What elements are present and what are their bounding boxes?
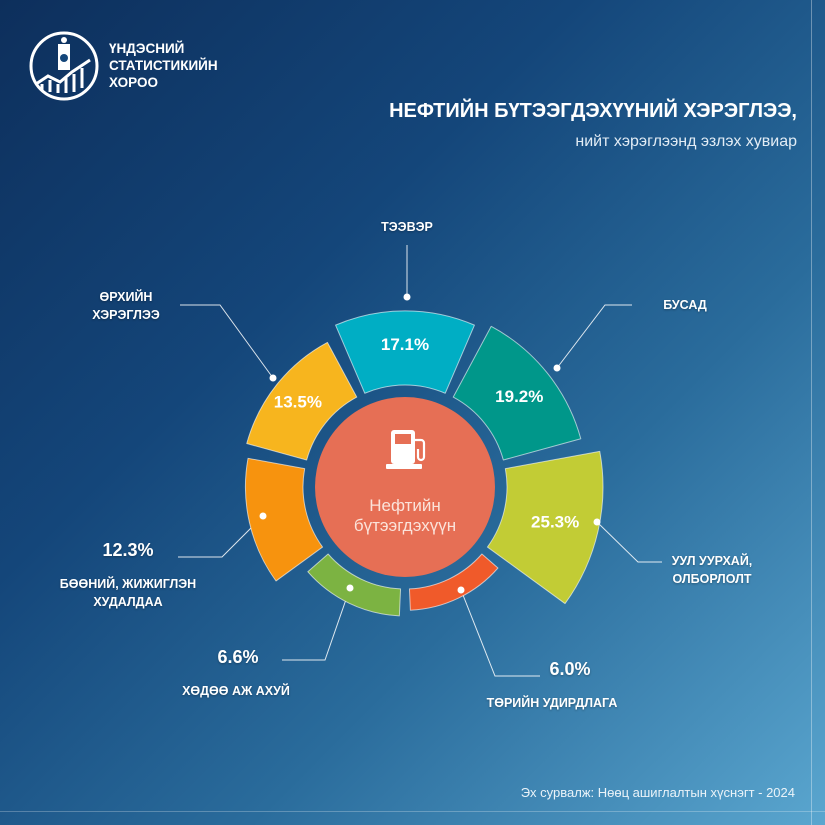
- source-note: Эх сурвалж: Нөөц ашиглалтын хүснэгт - 20…: [520, 785, 795, 800]
- page-title: НЕФТИЙН БҮТЭЭГДЭХҮҮНИЙ ХЭРЭГЛЭЭ,: [389, 100, 797, 122]
- category-label: ӨРХИЙН ХЭРЭГЛЭЭ: [92, 288, 159, 324]
- value-label: 12.3%: [102, 540, 154, 560]
- leader-dot: [553, 364, 561, 372]
- value-label: 25.3%: [531, 512, 579, 531]
- value-label: 19.2%: [495, 387, 543, 406]
- center-label: Нефтийн бүтээгдэхүүн: [320, 496, 490, 536]
- leader-dot: [346, 584, 354, 592]
- leader-dot: [403, 293, 411, 301]
- segment-1: [452, 325, 582, 461]
- category-label-line: ХӨДӨӨ АЖ АХУЙ: [182, 684, 290, 698]
- value-label: 6.0%: [549, 659, 591, 679]
- category-label: ТЭЭВЭР: [381, 218, 433, 236]
- segments: [244, 293, 604, 617]
- leader-line: [282, 587, 351, 661]
- org-name-line: ХОРОО: [109, 75, 158, 90]
- segment-3: [408, 553, 499, 611]
- leader-line: [180, 304, 274, 379]
- category-label-line: ТӨРИЙН УДИРДЛАГА: [486, 696, 618, 710]
- leader-dot: [593, 518, 601, 526]
- segment-4: [307, 553, 402, 617]
- segment-6: [246, 341, 358, 461]
- fuel-pump-icon: [386, 430, 426, 469]
- category-label-line: УУЛ УУРХАЙ,: [671, 554, 753, 568]
- leader-dot: [269, 374, 277, 382]
- leader-dot: [259, 512, 267, 520]
- leader-line: [178, 515, 264, 558]
- category-label-line: ТЭЭВЭР: [381, 220, 433, 234]
- segment-5: [244, 457, 324, 582]
- nso-logo: [29, 31, 99, 101]
- value-label: 6.6%: [217, 647, 259, 667]
- center-label-line: бүтээгдэхүүн: [353, 516, 457, 535]
- category-label: ХӨДӨӨ АЖ АХУЙ: [182, 682, 290, 700]
- org-name-line: ҮНДЭСНИЙ: [109, 41, 185, 56]
- frame-line: [0, 811, 825, 812]
- leader-lines: [178, 245, 662, 677]
- category-label-line: БУСАД: [663, 298, 707, 312]
- page-subtitle: нийт хэрэглээнд эзлэх хувиар: [575, 133, 797, 150]
- segment-2: [486, 450, 604, 605]
- category-label: БУСАД: [663, 296, 707, 314]
- frame-line: [811, 0, 812, 825]
- org-name: ҮНДЭСНИЙ СТАТИСТИКИЙН ХОРОО: [109, 40, 218, 91]
- category-label-line: ОЛБОРЛОЛТ: [672, 572, 752, 586]
- leader-line: [556, 304, 632, 369]
- value-label: 17.1%: [381, 335, 429, 354]
- category-label: БӨӨНИЙ, ЖИЖИГЛЭН ХУДАЛДАА: [60, 575, 196, 611]
- center-label-line: Нефтийн: [369, 496, 441, 515]
- org-name-line: СТАТИСТИКИЙН: [109, 58, 218, 73]
- category-label-line: ХУДАЛДАА: [93, 595, 163, 609]
- category-label-line: ӨРХИЙН: [99, 290, 153, 304]
- segment-0: [335, 310, 475, 394]
- value-label: 13.5%: [274, 393, 322, 412]
- center-circle: [315, 397, 495, 577]
- category-label-line: ХЭРЭГЛЭЭ: [92, 308, 160, 322]
- leader-dot: [457, 586, 465, 594]
- category-label: ТӨРИЙН УДИРДЛАГА: [487, 694, 618, 712]
- leader-line: [460, 589, 540, 677]
- category-label: УУЛ УУРХАЙ, ОЛБОРЛОЛТ: [672, 552, 753, 588]
- leader-line: [596, 521, 662, 563]
- category-label-line: БӨӨНИЙ, ЖИЖИГЛЭН: [59, 577, 197, 591]
